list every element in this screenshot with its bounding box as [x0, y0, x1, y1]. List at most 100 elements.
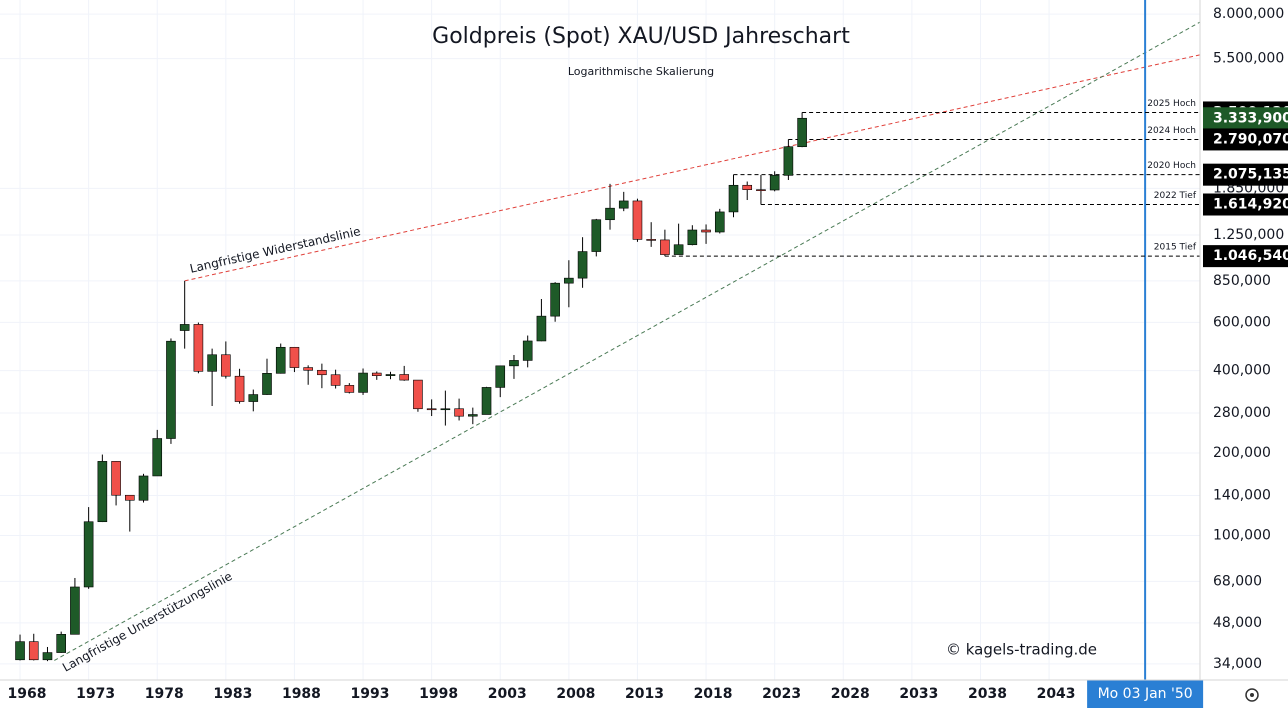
y-tick-label: 5.500,000 — [1213, 51, 1284, 67]
candle-body — [605, 207, 615, 221]
candle-body — [660, 239, 670, 255]
y-tick-label: 1.250,000 — [1213, 227, 1284, 243]
level-note: 2015 Tief — [1154, 243, 1197, 253]
level-label: 1.614,920 — [1213, 197, 1288, 213]
x-tick-label: 1998 — [419, 686, 458, 702]
x-tick-label: 1983 — [213, 686, 252, 702]
candle-body — [454, 408, 464, 417]
chart-subtitle: Logarithmische Skalierung — [568, 65, 714, 78]
candle-body — [618, 200, 629, 209]
candle-body — [193, 324, 204, 372]
candle-body — [221, 354, 231, 377]
level-box — [1203, 107, 1288, 130]
y-tick-label: 100,000 — [1213, 528, 1271, 544]
x-tick-label: 2038 — [968, 686, 1007, 702]
chart-title: Goldpreis (Spot) XAU/USD Jahreschart — [432, 24, 850, 49]
candle-body — [371, 372, 382, 376]
time-marker-label: Mo 03 Jan '50 — [1098, 686, 1193, 702]
x-tick-label: 2023 — [762, 686, 801, 702]
y-tick-label: 140,000 — [1213, 487, 1271, 503]
candle-body — [413, 379, 423, 410]
candle-body — [15, 641, 25, 661]
candle-body — [152, 438, 163, 477]
candle-body — [481, 387, 492, 415]
candle-body — [495, 365, 506, 388]
candle-body — [344, 385, 355, 393]
candle-body — [42, 652, 53, 661]
candle-body — [536, 315, 547, 342]
y-tick-label: 34,000 — [1213, 656, 1262, 672]
candle-body — [577, 251, 588, 279]
candle-body — [550, 282, 560, 317]
candle-body — [275, 346, 286, 374]
x-tick-label: 2013 — [625, 686, 664, 702]
level-label: 3.333,900 — [1213, 110, 1288, 126]
candle-body — [591, 219, 602, 252]
y-tick-label: 850,000 — [1213, 273, 1271, 289]
candle-body — [399, 374, 410, 381]
level-label: 2.075,135 — [1213, 167, 1288, 183]
x-tick-label: 1993 — [351, 686, 390, 702]
time-marker-box — [1087, 680, 1204, 708]
candle-body — [509, 360, 519, 367]
candle-body — [756, 189, 766, 191]
candle-body — [358, 372, 368, 393]
candle-body — [769, 175, 780, 191]
candle-body — [783, 146, 794, 176]
level-box — [1203, 193, 1288, 216]
x-tick-label: 1973 — [76, 686, 115, 702]
y-tick-label: 48,000 — [1213, 615, 1262, 631]
candle-body — [56, 634, 66, 653]
candle-body — [522, 340, 533, 361]
candle-body — [97, 461, 108, 523]
candle-body — [426, 408, 437, 411]
trendline — [184, 54, 1201, 282]
candle-body — [728, 184, 739, 213]
candle-body — [289, 346, 300, 368]
x-tick-label: 2033 — [899, 686, 938, 702]
level-note: 2022 Tief — [1154, 191, 1197, 201]
candle-body — [687, 229, 698, 246]
x-tick-label: 1978 — [145, 686, 184, 702]
candle-body — [166, 340, 176, 439]
candle-body — [632, 200, 643, 240]
level-note: 2025 Hoch — [1147, 99, 1196, 109]
level-label: 2.790,070 — [1213, 131, 1288, 147]
gear-center[interactable] — [1250, 693, 1254, 697]
y-tick-label: 280,000 — [1213, 405, 1271, 421]
candle-body — [673, 244, 684, 255]
candle-body — [248, 394, 259, 402]
candle-body — [468, 414, 478, 417]
y-tick-label: 600,000 — [1213, 314, 1271, 330]
x-tick-label: 2043 — [1037, 686, 1076, 702]
gear[interactable] — [1245, 688, 1259, 702]
candle-body — [742, 184, 753, 190]
y-tick-label: 400,000 — [1213, 363, 1271, 379]
candle-body — [179, 324, 190, 331]
candle-body — [317, 369, 327, 376]
candle-body — [385, 374, 396, 376]
candle-body — [303, 367, 313, 371]
level-box — [1203, 163, 1288, 186]
settings-icon[interactable] — [1245, 688, 1259, 702]
y-tick-label: 68,000 — [1213, 573, 1262, 589]
candle-body — [440, 408, 451, 411]
candle-body — [564, 277, 574, 284]
level-note: 2024 Hoch — [1147, 126, 1196, 136]
level-label: 1.046,540 — [1213, 248, 1288, 264]
trendline — [54, 21, 1201, 661]
x-tick-label: 2018 — [694, 686, 733, 702]
candle-body — [111, 461, 121, 496]
candle-body — [330, 374, 341, 386]
candle-body — [262, 373, 272, 395]
candle-body — [138, 475, 149, 501]
level-box — [1203, 245, 1288, 268]
level-note: 2020 Hoch — [1147, 161, 1196, 171]
candle-body — [797, 117, 807, 148]
candle-body — [701, 229, 711, 233]
x-tick-label: 1988 — [282, 686, 321, 702]
x-tick-label: 1968 — [8, 686, 47, 702]
candle-body — [70, 586, 80, 635]
candle-body — [207, 354, 217, 372]
